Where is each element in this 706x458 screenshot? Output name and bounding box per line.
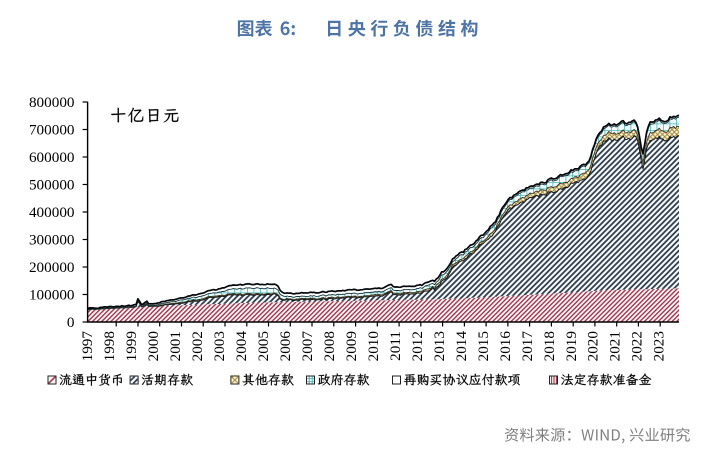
svg-text:200000: 200000 <box>29 259 75 276</box>
svg-text:2010: 2010 <box>365 331 382 362</box>
svg-text:400000: 400000 <box>29 204 75 221</box>
svg-text:2001: 2001 <box>167 331 184 361</box>
svg-text:800000: 800000 <box>29 94 75 111</box>
svg-text:2020: 2020 <box>585 331 602 362</box>
svg-text:2022: 2022 <box>629 331 646 361</box>
svg-text:2000: 2000 <box>145 331 162 362</box>
svg-text:2011: 2011 <box>387 331 404 361</box>
svg-text:700000: 700000 <box>29 122 75 139</box>
svg-text:500000: 500000 <box>29 177 75 194</box>
svg-text:600000: 600000 <box>29 149 75 166</box>
svg-text:2021: 2021 <box>607 331 624 361</box>
svg-text:2009: 2009 <box>343 331 360 361</box>
svg-text:2005: 2005 <box>255 331 272 361</box>
svg-text:2014: 2014 <box>453 331 470 362</box>
svg-text:2023: 2023 <box>651 331 668 361</box>
svg-text:2018: 2018 <box>541 331 558 362</box>
svg-text:1997: 1997 <box>79 331 96 362</box>
svg-text:0: 0 <box>67 314 75 331</box>
svg-text:2003: 2003 <box>211 331 228 361</box>
svg-text:2006: 2006 <box>277 331 294 362</box>
svg-text:100000: 100000 <box>29 287 75 304</box>
svg-text:1998: 1998 <box>101 331 118 362</box>
svg-text:300000: 300000 <box>29 232 75 249</box>
svg-text:2016: 2016 <box>497 331 514 362</box>
svg-text:2013: 2013 <box>431 331 448 361</box>
svg-text:2008: 2008 <box>321 331 338 362</box>
svg-text:1999: 1999 <box>123 331 140 361</box>
svg-text:2017: 2017 <box>519 331 536 362</box>
svg-text:2012: 2012 <box>409 331 426 361</box>
svg-text:2007: 2007 <box>299 331 316 362</box>
svg-text:2004: 2004 <box>233 331 250 362</box>
svg-text:2019: 2019 <box>563 331 580 361</box>
svg-text:2015: 2015 <box>475 331 492 361</box>
svg-text:2002: 2002 <box>189 331 206 361</box>
